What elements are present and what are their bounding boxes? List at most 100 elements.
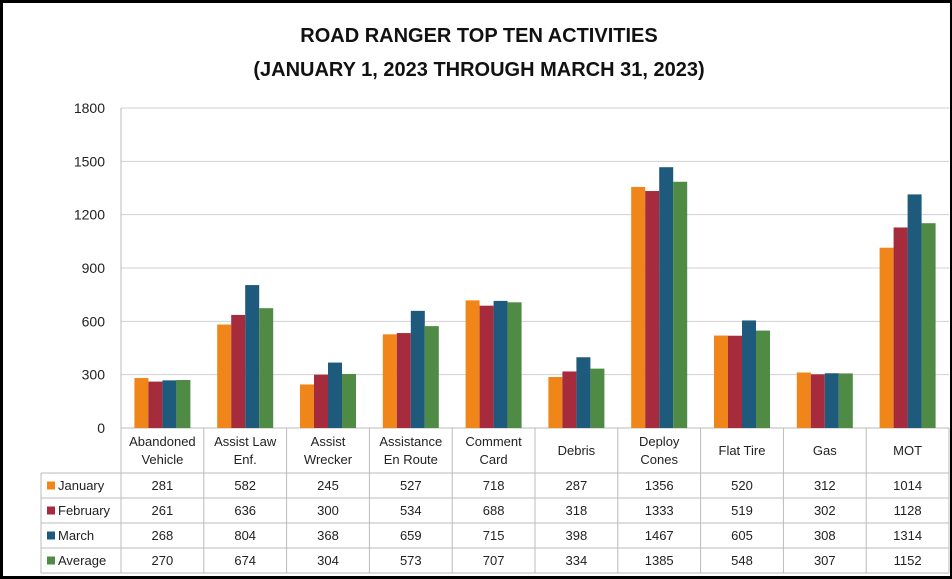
table-value: 527 — [399, 477, 422, 493]
table-value: 674 — [234, 552, 257, 568]
legend-swatch — [47, 481, 55, 490]
table-value: 398 — [565, 527, 588, 543]
table-value: 302 — [813, 502, 836, 518]
chart-subtitle: (JANUARY 1, 2023 THROUGH MARCH 31, 2023) — [253, 59, 705, 81]
y-tick-label: 900 — [82, 260, 106, 276]
x-tick-label: Assist Wrecker — [303, 433, 353, 467]
legend-label: January — [58, 477, 105, 493]
y-tick-label: 1800 — [74, 100, 105, 116]
table-value: 312 — [813, 477, 836, 493]
table-value: 1152 — [893, 552, 922, 568]
bar — [590, 368, 605, 428]
legend-label: February — [58, 502, 111, 518]
table-value: 519 — [731, 502, 753, 518]
bar — [396, 333, 411, 428]
x-tick-label: Debris — [557, 442, 596, 458]
bar — [479, 305, 494, 428]
legend-label: March — [58, 527, 95, 543]
table-value: 1385 — [644, 552, 674, 568]
bar — [645, 191, 660, 428]
bar — [176, 380, 191, 428]
x-tick-label: Comment Card — [465, 433, 522, 467]
legend-swatch — [47, 556, 55, 565]
x-tick-label: Assistance En Route — [379, 433, 443, 467]
bar — [562, 371, 577, 428]
bar — [673, 181, 688, 428]
legend-label: Average — [58, 552, 107, 568]
table-value: 1333 — [644, 502, 674, 518]
table-value: 281 — [151, 477, 174, 493]
table-value: 718 — [482, 477, 505, 493]
legend-swatch — [47, 531, 55, 540]
table-value: 368 — [317, 527, 339, 543]
bar — [907, 194, 922, 428]
bar — [217, 324, 232, 428]
table-value: 304 — [317, 552, 339, 568]
legend-swatch — [47, 506, 55, 515]
table-value: 318 — [565, 502, 588, 518]
table-value: 636 — [234, 502, 257, 518]
table-value: 1128 — [893, 502, 922, 518]
table-value: 520 — [731, 477, 753, 493]
x-tick-label: MOT — [893, 442, 923, 458]
bar — [134, 378, 149, 428]
bar — [245, 285, 260, 428]
bar — [342, 373, 356, 428]
table-value: 534 — [399, 502, 422, 518]
bar — [548, 376, 563, 428]
x-tick-label: Abandoned Vehicle — [129, 433, 196, 467]
y-tick-label: 0 — [97, 420, 105, 436]
table-value: 300 — [317, 502, 339, 518]
table-value: 1356 — [644, 477, 674, 493]
bar — [465, 300, 480, 428]
y-tick-label: 1200 — [74, 207, 105, 223]
table-value: 307 — [813, 552, 836, 568]
chart-title: ROAD RANGER TOP TEN ACTIVITIES — [300, 25, 658, 47]
table-value: 1314 — [893, 527, 923, 543]
table-value: 573 — [399, 552, 422, 568]
table-value: 605 — [731, 527, 753, 543]
table-value: 268 — [151, 527, 174, 543]
x-tick-label: Deploy Cones — [638, 433, 680, 467]
y-tick-label: 600 — [82, 313, 106, 329]
bar — [659, 167, 674, 428]
bar — [824, 373, 839, 428]
table-value: 1467 — [644, 527, 674, 543]
bar — [742, 320, 756, 428]
bar — [879, 247, 894, 428]
table-value: 270 — [151, 552, 174, 568]
plot: 0 300 600 900 1200 1500 1800 — [40, 100, 950, 574]
table-value: 261 — [151, 502, 174, 518]
bar — [148, 381, 163, 428]
bar — [300, 384, 314, 428]
bar — [576, 357, 591, 428]
bar — [631, 186, 646, 428]
bar — [728, 335, 742, 428]
bar — [410, 310, 425, 428]
bar — [714, 335, 728, 428]
bar — [382, 334, 397, 428]
y-tick-label: 300 — [82, 367, 106, 383]
bar — [424, 326, 439, 428]
table-value: 659 — [399, 527, 422, 543]
bar — [231, 314, 246, 428]
table-value: 804 — [234, 527, 257, 543]
table-value: 334 — [565, 552, 588, 568]
bar — [796, 372, 811, 428]
bar — [328, 362, 342, 428]
bar — [893, 227, 908, 428]
x-tick-label: Gas — [812, 442, 837, 458]
bar — [259, 308, 274, 428]
bar — [162, 380, 177, 428]
y-tick-label: 1500 — [74, 153, 105, 169]
x-tick-label: Flat Tire — [718, 442, 766, 458]
table-value: 715 — [482, 527, 505, 543]
table-value: 1014 — [893, 477, 923, 493]
bar — [921, 223, 936, 428]
table-value: 707 — [482, 552, 505, 568]
table-value: 582 — [234, 477, 257, 493]
bar — [314, 374, 328, 428]
table-value: 688 — [482, 502, 505, 518]
bar — [838, 373, 853, 428]
